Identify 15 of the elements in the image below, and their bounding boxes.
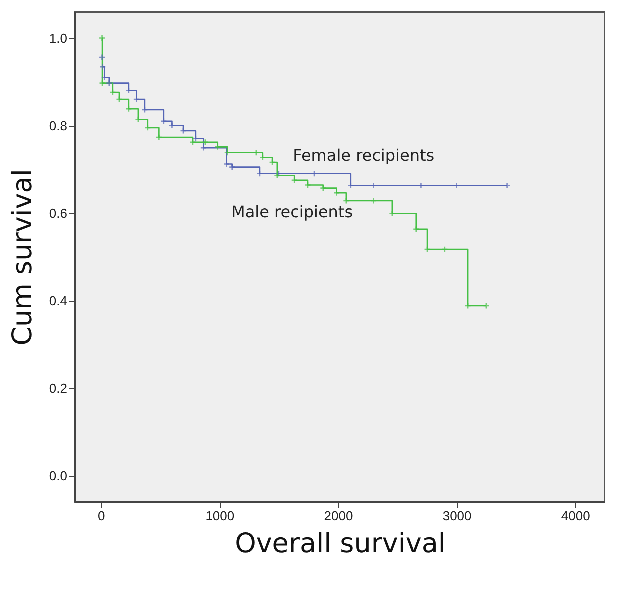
y-tick-label: 0.2 xyxy=(49,380,68,396)
x-tick-label: 4000 xyxy=(561,508,590,524)
y-tick-label: 0.4 xyxy=(49,293,68,308)
y-tick-label: 1.0 xyxy=(49,30,68,46)
x-tick-label: 1000 xyxy=(206,508,235,524)
y-tick-label: 0.0 xyxy=(49,468,68,484)
x-tick-label: 3000 xyxy=(442,508,472,524)
series-label: Female recipients xyxy=(293,146,435,165)
y-tick-label: 0.8 xyxy=(49,118,68,134)
x-tick-label: 2000 xyxy=(324,508,354,524)
x-axis-title: Overall survival xyxy=(235,528,446,560)
y-axis-title: Cum survival xyxy=(7,169,38,346)
y-tick-label: 0.6 xyxy=(49,206,68,221)
series-label: Male recipients xyxy=(232,202,354,222)
x-tick-label: 0 xyxy=(98,508,106,524)
